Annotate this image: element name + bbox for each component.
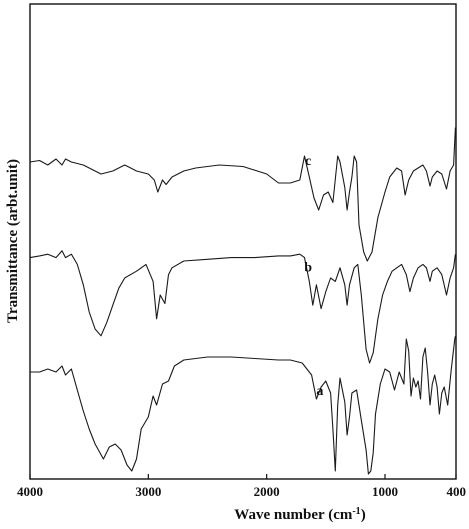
x-axis-title-end: ) [361, 507, 366, 523]
x-axis-title-main: Wave number (cm [234, 507, 353, 523]
series-label-a: a [316, 384, 323, 399]
x-tick-label-4000: 4000 [17, 484, 43, 499]
x-tick-label-1000: 1000 [372, 484, 398, 499]
series-line-b [29, 250, 456, 364]
plot-frame [29, 3, 457, 480]
x-tick-label-3000: 3000 [135, 484, 161, 499]
y-axis-title: Transmittance (arbt.unit) [5, 159, 21, 323]
series-label-c: c [305, 154, 311, 169]
series-line-c [29, 127, 456, 262]
x-tick-label-2000: 2000 [254, 484, 280, 499]
x-axis-title: Wave number (cm-1) [234, 506, 365, 524]
x-axis-title-sup: -1 [352, 506, 360, 517]
series-labels-group: c b a [304, 154, 323, 399]
traces-group [29, 127, 456, 475]
ticks-group: 4000 3000 2000 1000 400 [17, 474, 466, 499]
series-line-a [30, 335, 456, 475]
series-label-b: b [304, 260, 312, 275]
x-tick-label-400: 400 [447, 484, 467, 499]
